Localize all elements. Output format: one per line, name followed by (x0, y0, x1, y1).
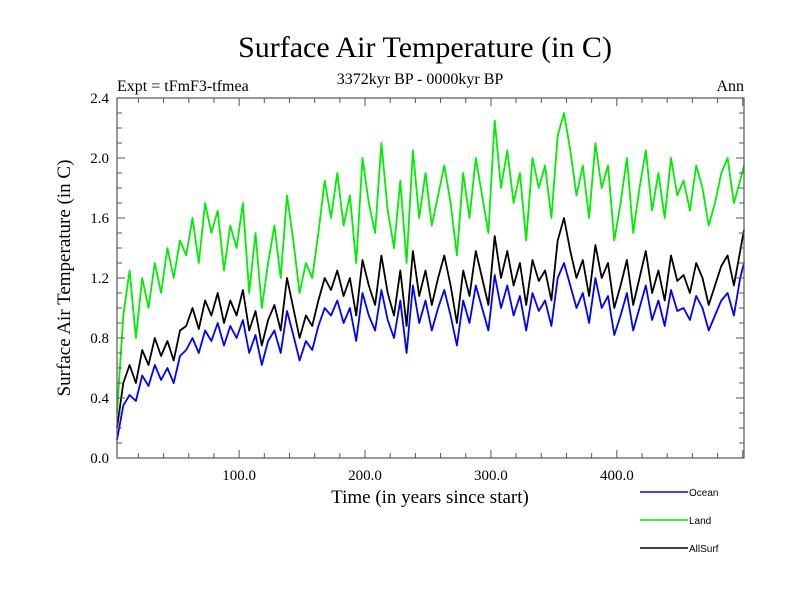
subtitle-period: 3372kyr BP - 0000kyr BP (337, 71, 504, 88)
y-tick-label: 0.0 (90, 451, 109, 467)
y-tick-label: 0.4 (90, 391, 109, 407)
y-axis-label: Surface Air Temperature (in C) (54, 160, 75, 397)
y-tick-label: 2.0 (90, 151, 109, 167)
series-line-land (116, 112, 745, 414)
x-tick-label: 400.0 (600, 468, 634, 484)
legend: Ocean Land AllSurf (640, 488, 719, 555)
legend-label-ocean: Ocean (689, 488, 718, 499)
subtitle-season: Ann (716, 78, 744, 95)
series-line-allsurf (116, 217, 745, 429)
series-line-ocean (116, 262, 745, 441)
axes-layer: 100.0 200.0 300.0 400.0 0.0 0.4 0.8 1.2 1.6 2.0 2.… (90, 91, 744, 484)
x-tick-label: 200.0 (348, 468, 382, 484)
y-tick-label: 1.6 (90, 211, 109, 227)
y-tick-label: 2.4 (90, 91, 109, 107)
legend-label-land: Land (689, 516, 711, 527)
y-tick-label: 1.2 (90, 271, 109, 287)
x-tick-label: 100.0 (222, 468, 256, 484)
x-tick-label: 300.0 (474, 468, 508, 484)
chart-title: Surface Air Temperature (in C) (238, 31, 612, 64)
x-axis-label: Time (in years since start) (331, 487, 529, 508)
legend-label-allsurf: AllSurf (689, 544, 719, 555)
subtitle-experiment: Expt = tFmF3-tfmea (117, 78, 249, 95)
y-tick-label: 0.8 (90, 331, 109, 347)
series-layer (116, 112, 745, 441)
